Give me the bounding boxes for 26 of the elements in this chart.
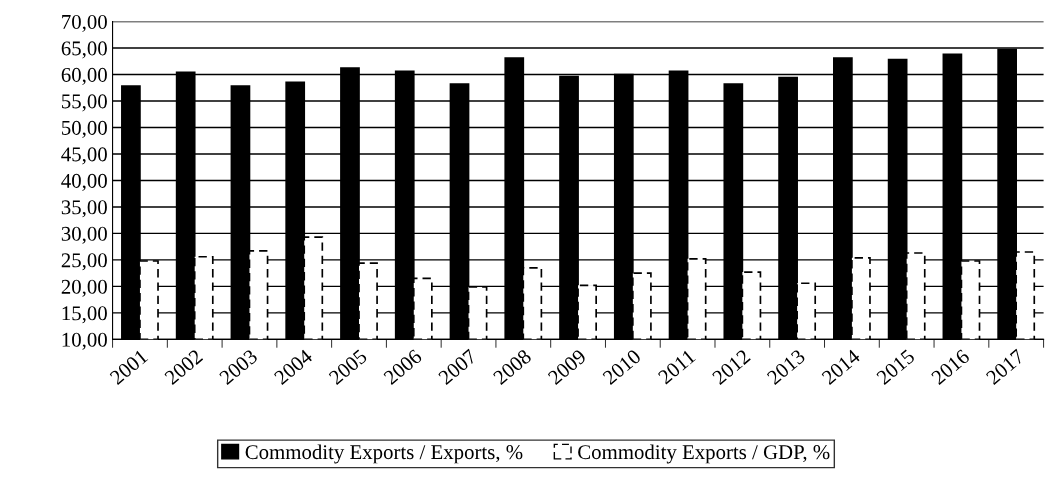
y-tick-label: 65,00 — [61, 41, 107, 59]
y-tick-label: 15,00 — [62, 306, 107, 324]
y-tick-label: 35,00 — [61, 200, 107, 218]
y-tick-label: 45,00 — [61, 147, 107, 165]
y-tick-label: 60,00 — [61, 67, 107, 85]
x-tick-label: 2010 — [602, 348, 642, 386]
y-tick-label: 25,00 — [61, 253, 107, 271]
x-tick-label: 2004 — [273, 348, 314, 386]
x-tick-label: 2011 — [657, 348, 697, 385]
x-tick-label: 2009 — [547, 348, 587, 386]
y-tick-label: 55,00 — [62, 94, 107, 112]
x-tick-label: 2008 — [492, 348, 533, 386]
y-tick-label: 70,00 — [62, 14, 107, 32]
x-tick-label: 2002 — [163, 348, 204, 386]
x-tick-label: 2001 — [109, 348, 149, 386]
y-tick-label: 40,00 — [61, 173, 107, 191]
legend-label: Commodity Exports / Exports, % — [245, 444, 523, 464]
y-tick-label: 20,00 — [61, 279, 107, 297]
x-tick-label: 2013 — [766, 348, 806, 386]
x-tick-label: 2003 — [218, 348, 259, 386]
y-tick-label: 50,00 — [62, 120, 107, 138]
x-tick-label: 2014 — [821, 348, 862, 386]
x-tick-label: 2012 — [711, 348, 751, 386]
y-tick-label: 10,00 — [62, 332, 107, 350]
legend-label: Commodity Exports / GDP, % — [578, 444, 830, 464]
y-tick-label: 30,00 — [61, 226, 107, 244]
